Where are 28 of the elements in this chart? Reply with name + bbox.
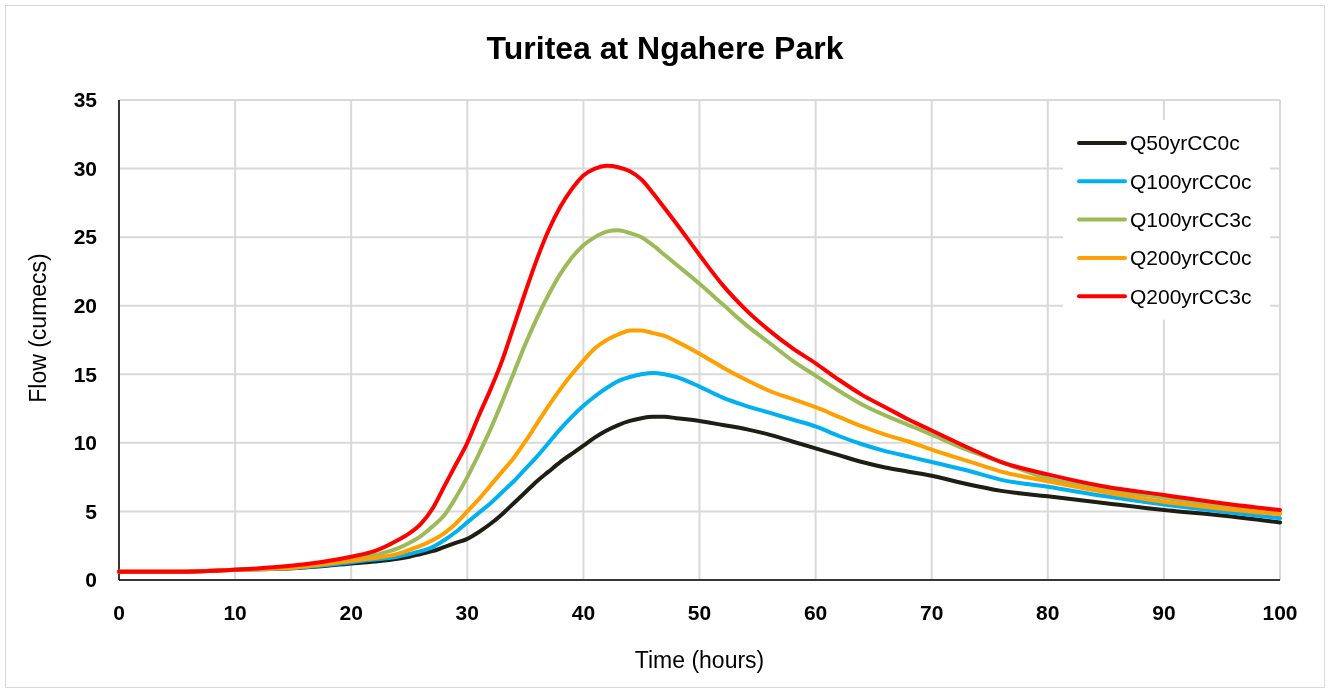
y-tick-label: 20 [73,294,97,318]
y-axis-title: Flow (cumecs) [25,253,51,403]
legend-label: Q100yrCC0c [1130,169,1252,193]
x-tick-label: 80 [1036,601,1060,624]
legend-label: Q100yrCC3c [1130,207,1252,231]
y-tick-label: 15 [73,362,98,386]
x-tick-label: 90 [1152,601,1176,624]
legend-label: Q200yrCC3c [1130,284,1252,308]
y-tick-label: 25 [73,225,98,249]
x-axis-title: Time (hours) [634,647,765,673]
x-tick-label: 20 [339,601,363,624]
x-tick-label: 10 [223,601,247,624]
x-tick-label: 30 [455,601,479,624]
y-tick-label: 30 [73,156,97,180]
y-tick-label: 0 [85,568,97,592]
x-tick-label: 50 [687,601,712,624]
chart-title: Turitea at Ngahere Park [486,30,844,66]
y-tick-label: 5 [85,499,98,523]
x-tick-label: 100 [1262,601,1298,624]
y-tick-label: 10 [73,431,97,455]
line-series [117,163,1282,574]
x-tick-label: 0 [113,601,125,624]
x-tick-label: 70 [920,601,944,624]
x-tick-label: 60 [803,601,828,624]
legend-label: Q50yrCC0c [1130,131,1240,155]
y-tick-label: 35 [73,88,98,112]
x-tick-label: 40 [571,601,596,624]
legend-label: Q200yrCC0c [1130,246,1252,270]
